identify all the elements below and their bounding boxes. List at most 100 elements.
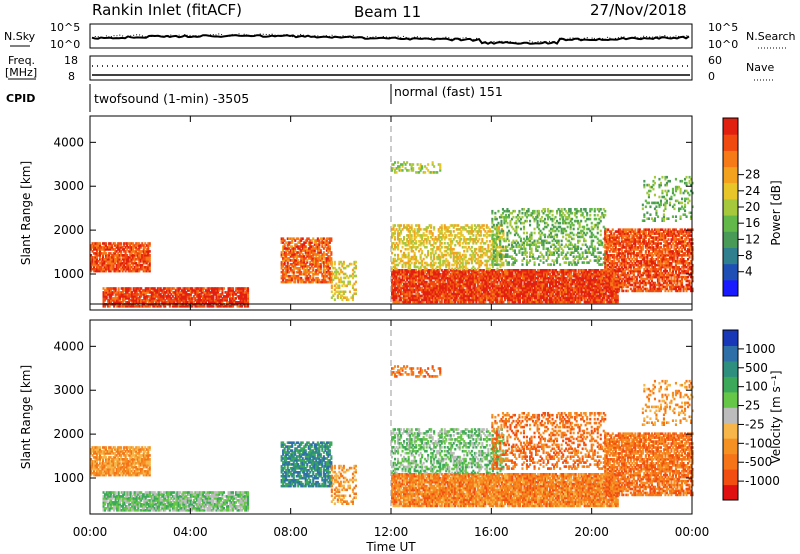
power-echo-cell [325, 274, 328, 278]
power-echo-cell [139, 256, 142, 259]
power-echo-cell [327, 249, 330, 252]
power-echo-cell [136, 269, 139, 273]
power-echo-cell [313, 239, 316, 242]
power-echo-cell [496, 294, 499, 298]
power-echo-cell [197, 297, 200, 300]
power-echo-cell [321, 274, 324, 278]
power-echo-cell [446, 269, 449, 272]
power-echo-cell [291, 241, 294, 244]
power-echo-cell [176, 297, 179, 300]
power-echo-cell [316, 237, 319, 240]
power-echo-cell [434, 296, 437, 300]
power-echo-cell [410, 270, 413, 274]
power-echo-cell [395, 269, 398, 272]
power-echo-cell [324, 241, 327, 244]
power-echo-cell [138, 305, 141, 308]
power-echo-cell [238, 301, 241, 304]
power-echo-cell [324, 259, 327, 262]
power-echo-cell [133, 265, 136, 269]
power-echo-cell [348, 282, 351, 286]
power-echo-cell [313, 261, 316, 264]
power-echo-cell [400, 286, 403, 290]
power-echo-cell [325, 265, 328, 268]
power-echo-cell [306, 251, 309, 254]
power-echo-cell [130, 250, 133, 253]
power-echo-cell [491, 290, 494, 294]
power-echo-cell [487, 294, 490, 298]
power-echo-cell [400, 290, 403, 294]
power-echo-cell [482, 272, 485, 276]
power-echo-cell [505, 278, 508, 282]
power-echo-cell [494, 274, 497, 278]
power-echo-cell [93, 248, 96, 251]
power-echo-cell [306, 278, 309, 282]
power-echo-cell [291, 278, 294, 282]
power-echo-cell [109, 246, 112, 249]
power-echo-cell [144, 242, 147, 245]
power-echo-cell [102, 267, 105, 271]
power-echo-cell [212, 305, 215, 308]
power-echo-cell [102, 242, 105, 245]
power-echo-cell [499, 288, 502, 292]
power-echo-cell [446, 276, 449, 280]
power-echo-cell [425, 298, 428, 302]
power-echo-cell [168, 295, 171, 298]
power-echo-cell [344, 276, 347, 280]
power-echo-cell [140, 291, 143, 294]
power-echo-cell [455, 272, 458, 276]
power-echo-cell [478, 270, 481, 274]
power-echo-cell [419, 286, 422, 290]
power-echo-cell [490, 300, 493, 304]
power-echo-cell [418, 224, 421, 227]
power-echo-cell [244, 299, 247, 302]
power-echo-cell [345, 296, 348, 299]
power-echo-cell [436, 294, 439, 298]
power-echo-cell [301, 237, 304, 240]
power-echo-cell [153, 293, 156, 296]
power-echo-cell [124, 250, 127, 253]
power-echo-cell [476, 288, 479, 292]
power-echo-cell [325, 253, 328, 256]
power-echo-cell [112, 260, 115, 263]
power-echo-cell [185, 297, 188, 300]
power-echo-cell [443, 298, 446, 302]
power-echo-cell [147, 295, 150, 298]
power-echo-cell [285, 280, 288, 284]
power-echo-cell [215, 299, 218, 302]
power-echo-cell [171, 299, 174, 302]
power-echo-cell [162, 291, 165, 294]
power-echo-cell [449, 294, 452, 298]
power-echo-cell [118, 244, 121, 247]
power-echo-cell [490, 288, 493, 292]
power-echo-cell [100, 248, 103, 251]
power-echo-cell [206, 291, 209, 294]
power-echo-cell [131, 305, 134, 308]
power-echo-cell [125, 289, 128, 292]
power-echo-cell [298, 251, 301, 254]
power-echo-cell [230, 289, 233, 292]
power-echo-cell [129, 269, 132, 273]
power-echo-cell [108, 254, 111, 257]
power-echo-cell [502, 294, 505, 298]
power-echo-cell [434, 276, 437, 280]
power-echo-cell [232, 305, 235, 308]
power-echo-cell [315, 280, 318, 284]
power-echo-cell [115, 250, 118, 253]
power-echo-cell [224, 295, 227, 298]
power-echo-cell [493, 286, 496, 290]
power-echo-cell [500, 278, 503, 282]
power-echo-cell [439, 282, 442, 286]
power-echo-cell [479, 296, 482, 300]
power-echo-cell [350, 274, 353, 278]
power-echo-cell [494, 284, 497, 288]
power-echo-cell [407, 290, 410, 294]
power-echo-cell [114, 299, 117, 302]
power-echo-cell [96, 254, 99, 257]
power-echo-cell [103, 246, 106, 249]
power-echo-cell [401, 269, 404, 272]
power-echo-cell [289, 253, 292, 256]
power-echo-cell [440, 296, 443, 300]
power-echo-cell [145, 265, 148, 269]
power-echo-cell [439, 274, 442, 278]
power-echo-cell [482, 224, 485, 227]
